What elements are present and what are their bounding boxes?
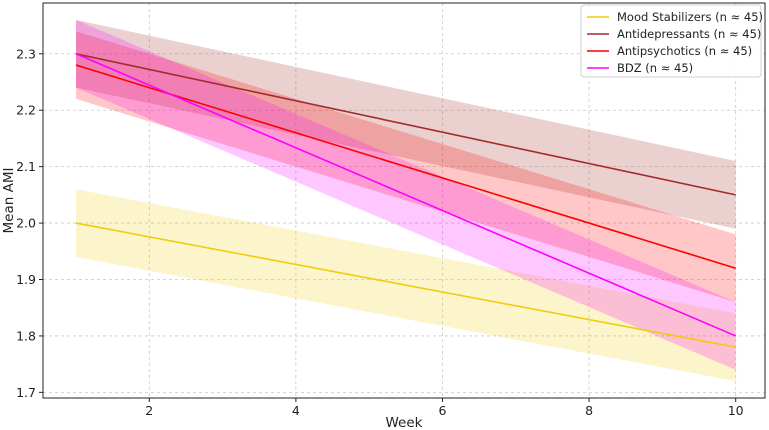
x-tick-label: 6 (439, 403, 447, 418)
plot-frame (42, 2, 766, 399)
series-line-2 (75, 64, 736, 269)
y-tick-label: 1.9 (16, 272, 36, 287)
legend-label: Antipsychotics (n ≈ 45) (617, 44, 752, 58)
legend-label: BDZ (n ≈ 45) (617, 61, 693, 75)
series-line-3 (75, 53, 736, 337)
series-line-1 (75, 53, 736, 196)
y-tick-label: 1.7 (16, 385, 36, 400)
legend-box (580, 4, 762, 78)
axis-ticks: 2 4 6 8 10 1.7 1.8 1.9 2.0 2.1 2.2 2.3 (16, 46, 744, 418)
legend: Mood Stabilizers (n ≈ 45) Antidepressants… (580, 4, 763, 78)
y-tick-label: 2.0 (16, 216, 36, 231)
legend-label: Mood Stabilizers (n ≈ 45) (617, 10, 763, 24)
x-tick-label: 10 (728, 403, 744, 418)
y-tick-label: 2.3 (16, 46, 36, 61)
x-axis-label: Week (386, 415, 423, 430)
series-lines (75, 53, 736, 349)
y-tick-label: 1.8 (16, 328, 36, 343)
series-line-0 (75, 222, 736, 349)
x-tick-label: 2 (145, 403, 153, 418)
y-axis-label: Mean AMI (1, 168, 17, 234)
y-tick-label: 2.2 (16, 103, 36, 118)
legend-label: Antidepressants (n ≈ 45) (617, 27, 761, 41)
x-tick-label: 4 (292, 403, 300, 418)
y-tick-label: 2.1 (16, 159, 36, 174)
x-tick-label: 8 (585, 403, 593, 418)
